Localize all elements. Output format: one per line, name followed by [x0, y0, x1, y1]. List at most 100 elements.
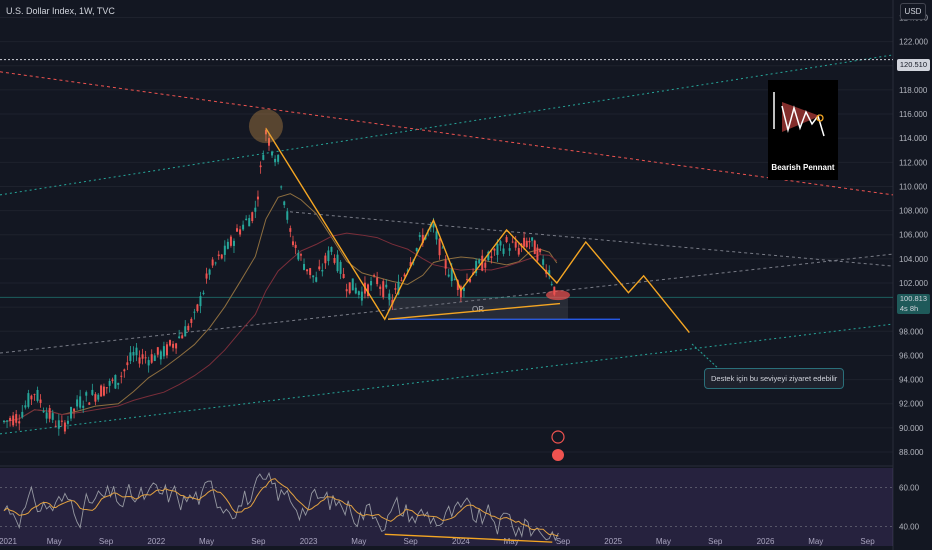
candle-body [312, 275, 315, 278]
candle-body [108, 380, 111, 386]
candle-body [469, 278, 472, 282]
x-tick-label: Sep [708, 537, 723, 546]
candle-body [508, 248, 511, 251]
candle-body [421, 234, 424, 244]
candle-body [447, 274, 450, 277]
flag-icon [552, 449, 564, 461]
candle-body [286, 211, 289, 220]
candle-body [478, 259, 481, 264]
candle-body [232, 240, 235, 246]
support-note[interactable]: Destek için bu seviyeyi ziyaret edebilir [704, 368, 845, 389]
candle-body [165, 344, 168, 356]
candle-body [528, 240, 531, 243]
last-price-value: 100.813 [899, 294, 927, 303]
candle-body [330, 247, 333, 252]
candle-body [345, 289, 348, 292]
candle-body [271, 151, 274, 156]
candle-body [82, 405, 85, 408]
candle-body [309, 268, 312, 275]
candle-body [342, 274, 345, 279]
x-tick-label: May [656, 537, 671, 546]
candle-body [126, 362, 129, 366]
candle-body [502, 248, 505, 254]
candle-body [415, 248, 418, 252]
y-tick-label: 112.000 [899, 158, 928, 167]
candle-body [453, 278, 456, 280]
candle-body [525, 240, 528, 248]
candle-body [406, 270, 409, 272]
candle-body [456, 280, 459, 290]
x-tick-label: Sep [556, 537, 571, 546]
candle-body [27, 393, 30, 407]
candle-body [73, 408, 76, 412]
y-tick-label: 122.000 [899, 38, 928, 47]
candle-body [63, 422, 66, 432]
rsi-line [3, 471, 559, 542]
candle-body [48, 408, 51, 419]
candle-body [511, 241, 514, 243]
candle-body [327, 250, 330, 262]
candle-body [274, 158, 277, 163]
candle-body [550, 284, 553, 285]
x-tick-label: May [199, 537, 214, 546]
x-tick-label: 2025 [604, 537, 622, 546]
candle-body [336, 254, 339, 272]
candle-body [147, 360, 150, 366]
candle-body [254, 207, 257, 212]
candle-body [114, 374, 117, 389]
x-tick-label: 2026 [757, 537, 775, 546]
candle-body [388, 293, 391, 300]
candle-body [493, 248, 496, 251]
candle-body [394, 288, 397, 290]
range-box [388, 297, 568, 320]
candle-body [245, 218, 248, 221]
x-tick-label: Sep [404, 537, 419, 546]
candle-body [348, 282, 351, 294]
y-tick-label: 104.000 [899, 255, 928, 264]
candle-body [459, 286, 462, 298]
level-120-tag: 120.510 [896, 59, 930, 71]
candle-body [94, 394, 97, 402]
peak-highlight-circle [248, 109, 283, 144]
candle-body [105, 387, 108, 389]
candle-body [117, 382, 120, 385]
candle-body [262, 154, 265, 160]
candle-body [226, 241, 229, 249]
y-tick-label: 92.000 [899, 400, 924, 409]
candle-body [373, 275, 376, 277]
candle-body [548, 270, 551, 276]
y-tick-label: 94.000 [899, 376, 924, 385]
candle-body [499, 241, 502, 246]
y-tick-label: 110.000 [899, 182, 928, 191]
candle-body [379, 286, 382, 289]
candle-body [542, 259, 545, 265]
candle-body [190, 318, 193, 323]
candle-body [248, 218, 251, 227]
candle-body [409, 262, 412, 267]
candle-body [66, 420, 69, 424]
candle-body [505, 237, 508, 243]
descending-resistance-line [0, 71, 894, 196]
candle-body [291, 241, 294, 245]
candle-body [370, 281, 373, 286]
candle-body [12, 415, 15, 426]
candle-body [242, 224, 245, 230]
currency-button[interactable]: USD [900, 3, 926, 20]
candle-body [144, 357, 147, 359]
candle-body [24, 405, 27, 408]
candle-body [435, 231, 438, 240]
candle-body [169, 340, 172, 346]
y-tick-label: 106.000 [899, 231, 928, 240]
candle-body [102, 386, 105, 396]
candle-body [264, 129, 267, 135]
candle-body [217, 254, 220, 256]
candle-body [211, 259, 214, 266]
candle-body [403, 274, 406, 277]
candle-body [76, 399, 79, 407]
candle-body [450, 268, 453, 282]
x-tick-label: 2024 [452, 537, 470, 546]
candle-body [6, 420, 9, 422]
candle-body [251, 212, 254, 221]
